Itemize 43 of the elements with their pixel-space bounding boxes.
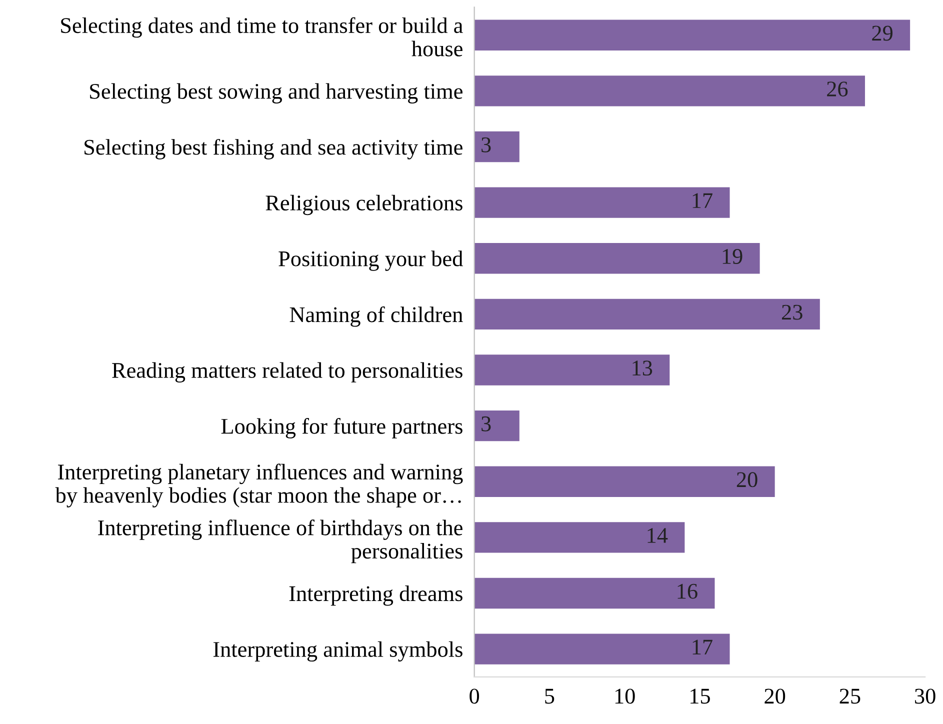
y-tick-label: Reading matters related to personalities <box>112 362 462 382</box>
bar <box>474 634 730 664</box>
bar <box>474 243 760 274</box>
x-tick-label: 5 <box>545 688 554 704</box>
bar <box>474 187 730 218</box>
y-tick-label: Looking for future partners <box>221 418 462 438</box>
y-tick-label: Positioning your bed <box>278 250 463 271</box>
data-label: 13 <box>632 360 652 376</box>
data-label: 23 <box>782 304 802 320</box>
data-label: 16 <box>678 584 698 599</box>
x-tick-label: 25 <box>840 688 860 704</box>
x-tick-label: 15 <box>690 688 710 704</box>
bar <box>474 466 775 497</box>
data-label: 3 <box>482 416 491 432</box>
x-tick-label: 0 <box>470 688 480 704</box>
y-tick-label: Naming of children <box>290 306 463 327</box>
x-tick-label: 30 <box>915 688 936 704</box>
bar <box>474 131 520 162</box>
data-label: 17 <box>692 640 712 654</box>
bar <box>474 20 910 50</box>
y-tick-label: Selecting best sowing and harvesting time <box>90 83 462 104</box>
data-label: 17 <box>692 193 712 208</box>
data-label: 20 <box>736 472 758 488</box>
x-tick-label: 10 <box>615 688 635 704</box>
y-tick-label: Interpreting planetary influences and warning by heavenly bodies (star moon the shape or… <box>55 464 463 508</box>
y-tick-label: Interpreting dreams <box>289 586 462 606</box>
y-tick-label: Selecting dates and time to transfer or build a house <box>61 17 463 56</box>
y-tick-label: Selecting best fishing and sea activity time <box>84 138 462 160</box>
bar <box>474 298 820 330</box>
bar <box>474 522 685 553</box>
data-label: 29 <box>872 26 892 41</box>
bar <box>474 578 715 609</box>
x-tick-label: 20 <box>764 688 786 704</box>
y-tick-label: Interpreting influence of birthdays on the personalities <box>98 519 462 564</box>
data-label: 14 <box>648 528 668 543</box>
y-tick-label: Religious celebrations <box>266 194 462 216</box>
data-label: 26 <box>827 82 848 97</box>
data-label: 19 <box>722 249 742 264</box>
y-tick-label: Interpreting animal symbols <box>213 641 462 662</box>
bar <box>474 410 520 442</box>
bar <box>474 76 865 106</box>
bar <box>474 354 670 386</box>
data-label: 3 <box>482 137 491 152</box>
